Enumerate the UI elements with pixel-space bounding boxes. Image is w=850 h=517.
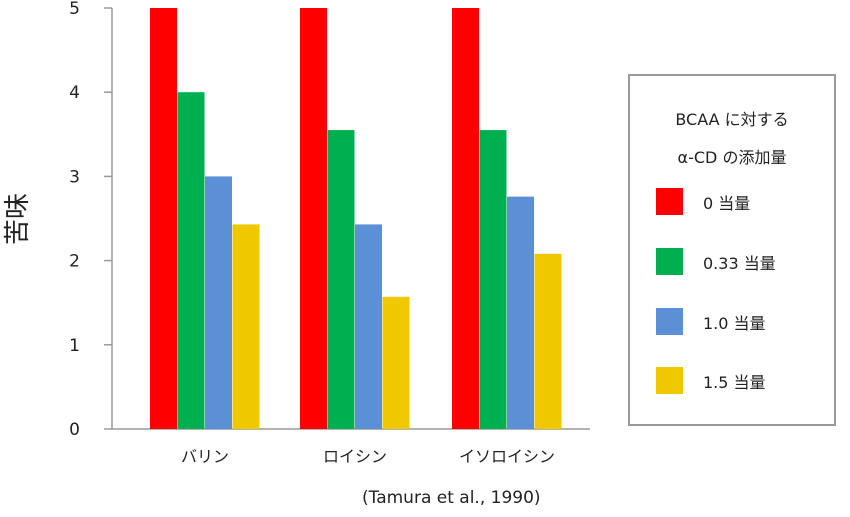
bar bbox=[327, 130, 355, 429]
y-tick-label: 0 bbox=[69, 420, 80, 440]
legend-label: 1.5 当量 bbox=[703, 372, 766, 392]
bar bbox=[150, 8, 177, 429]
bar bbox=[479, 130, 507, 429]
bar bbox=[177, 92, 205, 429]
citation: (Tamura et al., 1990) bbox=[362, 488, 541, 508]
y-tick-label: 3 bbox=[69, 167, 80, 187]
y-axis-title: 苦味 bbox=[3, 193, 33, 245]
y-tick-label: 2 bbox=[69, 252, 80, 272]
legend-label: 0.33 当量 bbox=[703, 253, 776, 273]
bar bbox=[355, 224, 382, 429]
legend-item: 1.5 当量 bbox=[656, 367, 766, 394]
category-label: バリン bbox=[181, 447, 229, 466]
legend-title-line2: α-CD の添加量 bbox=[677, 148, 787, 167]
legend: BCAA に対する α-CD の添加量 0 当量 0.33 当量 1.0 当量 1.5… bbox=[628, 74, 836, 426]
category-label: イソロイシン bbox=[459, 447, 555, 466]
y-tick-label: 4 bbox=[69, 83, 80, 103]
y-tick-label: 5 bbox=[69, 0, 80, 19]
bar bbox=[205, 176, 232, 429]
bar bbox=[507, 196, 534, 429]
bar bbox=[382, 296, 410, 429]
legend-title-line1: BCAA に対する bbox=[675, 110, 789, 129]
legend-swatch bbox=[656, 188, 683, 215]
category-label: ロイシン bbox=[323, 447, 387, 466]
legend-swatch bbox=[656, 308, 683, 335]
y-tick-label: 1 bbox=[69, 336, 80, 356]
legend-label: 0 当量 bbox=[703, 193, 751, 213]
legend-label: 1.0 当量 bbox=[703, 313, 766, 333]
bar bbox=[452, 8, 479, 429]
legend-item: 1.0 当量 bbox=[656, 308, 766, 335]
legend-swatch bbox=[656, 248, 683, 275]
bar bbox=[534, 253, 562, 429]
bar bbox=[300, 8, 327, 429]
legend-item: 0.33 当量 bbox=[656, 248, 776, 275]
bars bbox=[150, 8, 562, 429]
legend-item: 0 当量 bbox=[656, 188, 750, 215]
bar bbox=[232, 224, 260, 429]
legend-swatch bbox=[656, 367, 683, 394]
